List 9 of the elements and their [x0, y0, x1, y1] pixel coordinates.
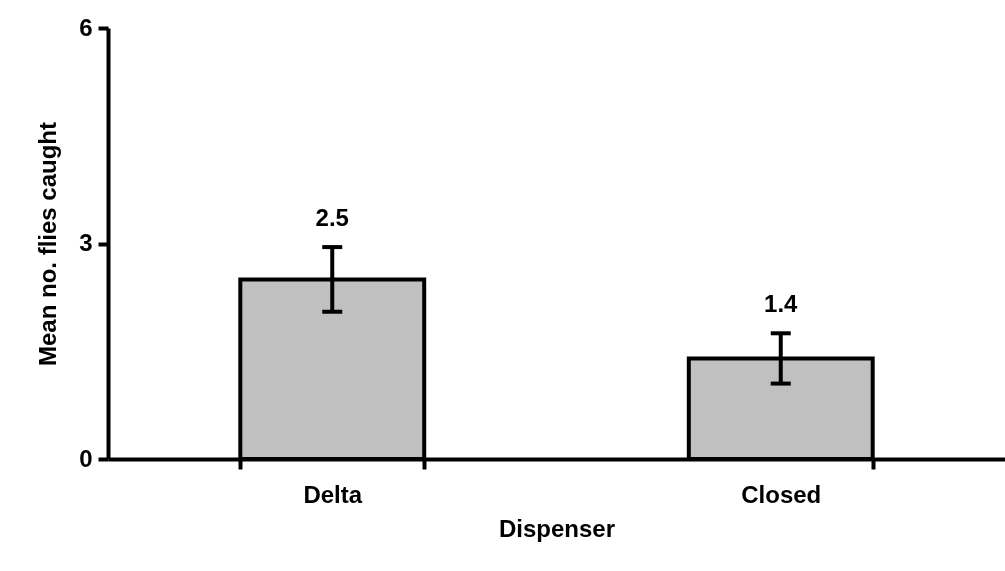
data-label: 2.5	[315, 204, 349, 232]
y-tick-label: 6	[79, 13, 93, 41]
x-axis-title: Dispenser	[498, 514, 616, 542]
x-tick-label: Closed	[741, 480, 822, 508]
data-label: 1.4	[764, 290, 799, 318]
y-tick-label: 0	[79, 444, 93, 472]
x-tick-label: Delta	[303, 480, 363, 508]
y-axis-title: Mean no. flies caught	[34, 121, 62, 367]
y-tick-label: 3	[79, 229, 93, 256]
